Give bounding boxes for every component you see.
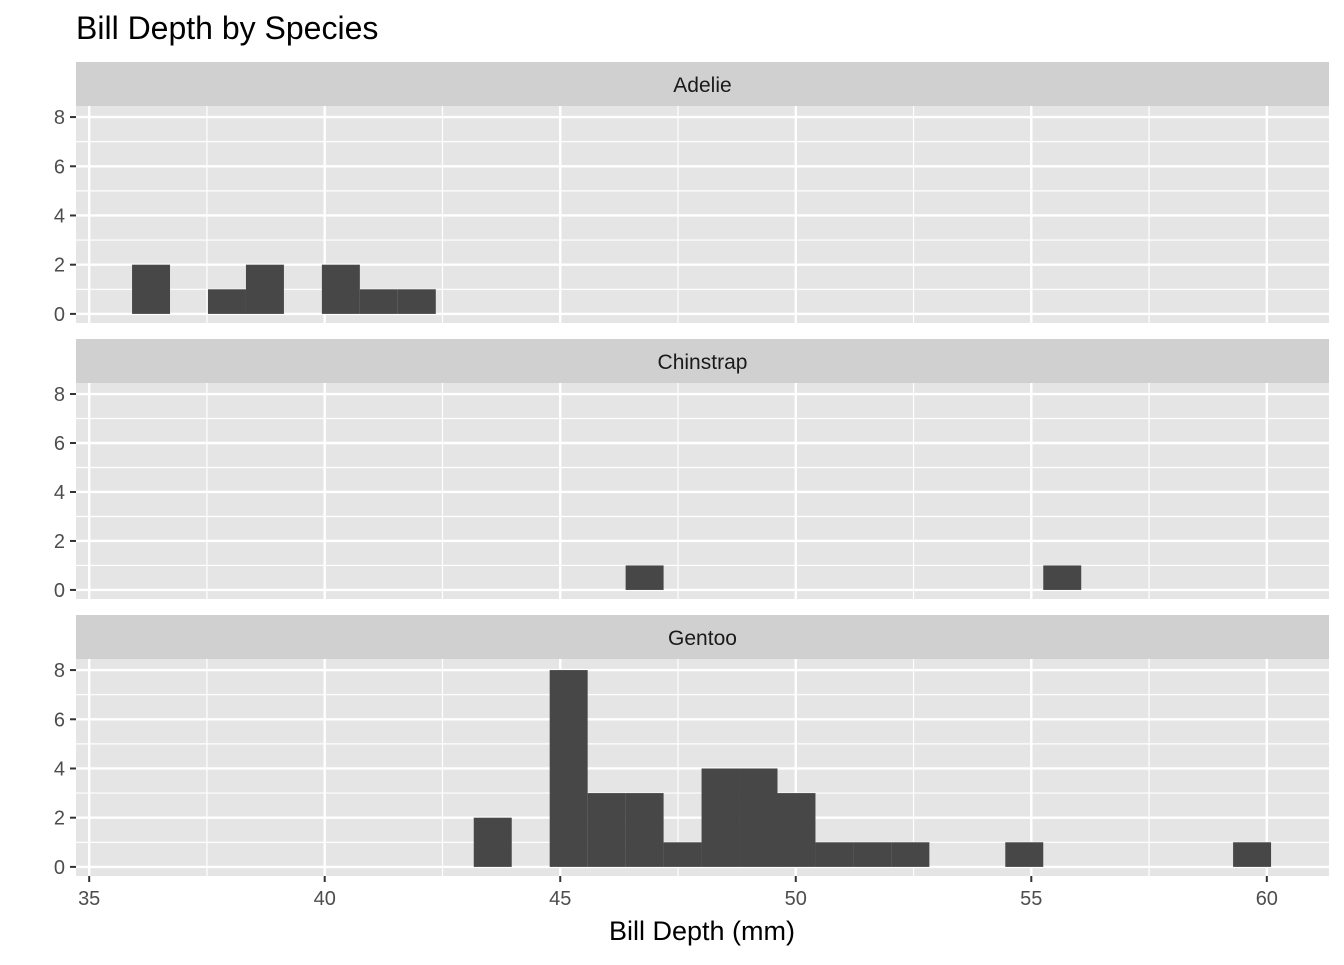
histogram-bar (853, 842, 892, 867)
histogram-bar (473, 817, 512, 867)
y-tick-label: 2 (54, 255, 65, 277)
y-tick-label: 2 (54, 808, 65, 830)
y-tick-label: 6 (54, 156, 65, 178)
histogram-bar (701, 768, 740, 867)
x-tick-label: 60 (1256, 888, 1278, 910)
histogram-bar (245, 264, 284, 314)
histogram-bar (359, 289, 398, 314)
facet-panel-gentoo: Gentoo 0 2 4 6 8 (54, 615, 1329, 879)
histogram-bar (1005, 842, 1044, 867)
x-tick-label: 40 (314, 888, 336, 910)
facet-strip-label: Chinstrap (658, 351, 748, 374)
y-tick-label: 8 (54, 384, 65, 406)
histogram-bar (815, 842, 854, 867)
y-tick-label: 6 (54, 433, 65, 455)
facet-panel-adelie: Adelie 0 2 4 6 8 (54, 62, 1329, 326)
chart-title: Bill Depth by Species (76, 10, 378, 46)
x-tick-label: 55 (1020, 888, 1042, 910)
y-tick-label: 2 (54, 531, 65, 553)
y-tick-label: 0 (54, 857, 65, 879)
y-tick-label: 4 (54, 758, 65, 780)
y-tick-label: 0 (54, 304, 65, 326)
facet-strip-label: Gentoo (668, 627, 737, 650)
y-tick-label: 0 (54, 580, 65, 602)
histogram-bar (663, 842, 702, 867)
x-tick-label: 50 (785, 888, 807, 910)
histogram-bar (777, 793, 816, 867)
histogram-bar (625, 565, 664, 590)
facet-strip (76, 339, 1329, 383)
y-tick-label: 4 (54, 205, 65, 227)
y-tick-label: 8 (54, 660, 65, 682)
histogram-bar (625, 793, 664, 867)
facet-panel-chinstrap: Chinstrap 0 2 4 6 8 (54, 339, 1329, 602)
x-tick-label: 35 (78, 888, 100, 910)
histogram-bar (397, 289, 436, 314)
y-tick-label: 8 (54, 107, 65, 129)
histogram-bar (739, 768, 778, 867)
histogram-bar (207, 289, 246, 314)
histogram-bar (1043, 565, 1082, 590)
facet-strip (76, 62, 1329, 106)
y-tick-label: 6 (54, 709, 65, 731)
x-axis-label: Bill Depth (mm) (609, 916, 795, 946)
histogram-bar (1233, 842, 1272, 867)
histogram-bar (132, 264, 171, 314)
facet-strip (76, 615, 1329, 659)
facet-strip-label: Adelie (673, 74, 731, 97)
histogram-bar (549, 670, 588, 867)
y-tick-label: 4 (54, 482, 65, 504)
histogram-bar (891, 842, 930, 867)
histogram-bar (321, 264, 360, 314)
x-tick-label: 45 (549, 888, 571, 910)
histogram-bar (587, 793, 626, 867)
